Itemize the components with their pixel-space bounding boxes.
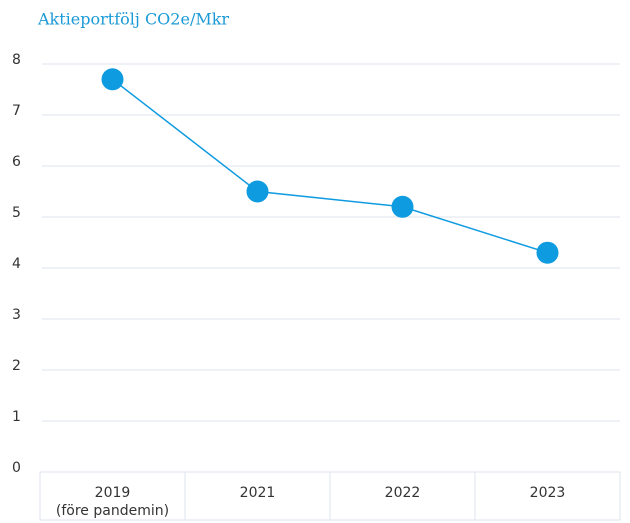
y-tick-label: 5 [12, 205, 21, 221]
data-line [112, 78, 548, 254]
x-tick-label: 2022 [384, 485, 421, 501]
y-tick-label: 8 [12, 52, 21, 68]
y-tick-label: 7 [12, 103, 21, 119]
data-point [101, 68, 124, 91]
y-tick-label: 4 [12, 256, 21, 272]
x-tick-label: 2023 [529, 485, 566, 501]
data-point [536, 241, 559, 264]
y-tick-label: 3 [12, 307, 21, 323]
data-point [246, 180, 269, 203]
x-tick-label: 2021 [239, 485, 276, 501]
y-tick-label: 6 [12, 154, 21, 170]
data-point [391, 195, 414, 218]
y-tick-label: 1 [12, 409, 21, 425]
chart-title: Aktieportfölj CO2e/Mkr [37, 10, 229, 29]
y-tick-label: 0 [12, 460, 21, 476]
y-tick-label: 2 [12, 358, 21, 374]
x-tick-label: 2019 (före pandemin) [55, 485, 170, 519]
